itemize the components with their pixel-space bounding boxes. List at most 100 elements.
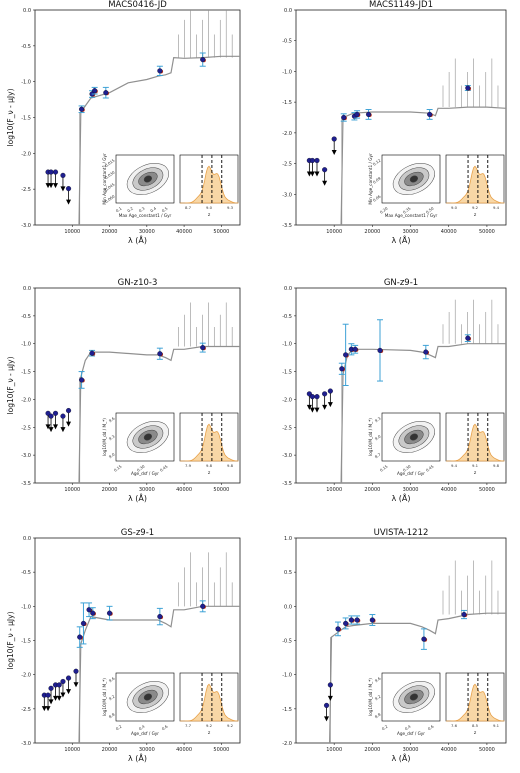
upper-limit-point xyxy=(73,668,79,674)
upper-limit-arrow xyxy=(45,424,51,430)
histogram-x-tick-label: 9.4 xyxy=(451,463,458,468)
contour-y-label: log10(M_dd / M_*) xyxy=(102,678,107,716)
contour-y-tick-label: 9.3 xyxy=(108,433,116,441)
upper-limit-arrow xyxy=(309,407,315,413)
upper-limit-point xyxy=(314,157,320,164)
redshift-histogram-inset: 7.6 8.5 9.1 z xyxy=(445,672,505,736)
y-tick-label: -3.0 xyxy=(21,223,31,229)
y-axis-label: log10(F_ν - μJy) xyxy=(6,611,15,669)
contour-y-tick-label: 8.7 xyxy=(374,451,382,459)
contour-x-tick-label: 0.3 xyxy=(138,205,146,213)
detection-point xyxy=(89,350,95,356)
detection-point xyxy=(77,634,83,640)
detection-point xyxy=(427,111,433,117)
contour-y-tick-label: 0.09 xyxy=(372,175,382,184)
redshift-posterior xyxy=(180,683,239,722)
redshift-posterior xyxy=(180,423,239,462)
contour-level xyxy=(409,433,418,441)
y-tick-label: -1.5 xyxy=(21,370,31,376)
contour-x-tick-label: 0.2 xyxy=(126,205,134,213)
upper-limit-point xyxy=(327,682,333,688)
contour-x-tick-label: 0.5 xyxy=(161,205,169,213)
y-tick-label: 0.5 xyxy=(284,570,292,576)
detection-point xyxy=(106,610,113,616)
contour-y-tick-label: 8.8 xyxy=(374,711,382,719)
histogram-x-tick-label: 7.7 xyxy=(185,723,192,728)
x-tick-label: 50000 xyxy=(479,747,495,753)
redshift-histogram-inset: 8.7 9.0 9.3 z xyxy=(179,154,239,218)
upper-limit-arrow xyxy=(327,402,333,408)
model-spectrum xyxy=(78,345,240,484)
x-tick-label: 40000 xyxy=(176,229,192,235)
x-axis-label: λ (Å) xyxy=(128,752,147,763)
contour-y-label: log10(M_dd / M_*) xyxy=(368,418,373,456)
histogram-x-tick-label: 7.9 xyxy=(185,463,192,468)
upper-limit-arrow xyxy=(48,427,54,433)
detection-point xyxy=(369,617,375,623)
contour-x-label: Age_dsf / Gyr xyxy=(397,471,425,476)
upper-limit-point xyxy=(48,685,54,691)
contour-level xyxy=(409,175,418,183)
y-tick-label: -0.5 xyxy=(21,44,31,50)
detection-point xyxy=(423,349,429,355)
histogram-x-tick-label: 8.7 xyxy=(185,205,192,210)
upper-limit-arrow xyxy=(306,404,312,410)
histogram-x-tick-label: 9.4 xyxy=(493,205,500,210)
y-tick-label: -0.5 xyxy=(21,314,31,320)
y-tick-label: -1.5 xyxy=(282,100,292,106)
upper-limit-arrow xyxy=(66,421,72,427)
x-axis-label: λ (Å) xyxy=(392,752,411,763)
x-axis-label: λ (Å) xyxy=(392,492,411,503)
detection-point xyxy=(335,626,341,632)
y-tick-label: -2.5 xyxy=(282,162,292,168)
x-tick-label: 30000 xyxy=(403,229,419,235)
y-tick-label: -1.0 xyxy=(21,80,31,86)
plot-frame xyxy=(34,287,241,484)
upper-limit-point xyxy=(48,169,54,175)
y-tick-label: -2.0 xyxy=(21,397,31,403)
panel-6: UVISTA-1212 -2.0 -1.5 -1.0 -0.5 0.0 0.5 1.0 1000… xyxy=(282,528,507,763)
upper-limit-arrow xyxy=(56,695,62,701)
histogram-x-label: z xyxy=(474,213,477,218)
panel-5: GS-z9-1 -3.0 -2.5 -2.0 -1.5 -1.0 -0.5 0.0 10000 2… xyxy=(6,528,241,763)
histogram-x-label: z xyxy=(208,731,211,736)
contour-y-tick-label: 8.8 xyxy=(108,711,116,719)
upper-limit-arrow xyxy=(66,689,72,695)
upper-limit-point xyxy=(65,408,72,414)
histogram-x-tick-label: 9.0 xyxy=(451,205,458,210)
x-axis-label: λ (Å) xyxy=(128,492,147,503)
y-tick-label: -3.0 xyxy=(21,741,31,747)
y-tick-label: -2.5 xyxy=(21,187,31,193)
detection-point xyxy=(200,603,206,609)
x-tick-label: 50000 xyxy=(213,747,229,753)
contour-y-label: Min Age_constant1 / Gyr xyxy=(102,153,107,205)
x-tick-label: 30000 xyxy=(403,487,419,493)
upper-limit-arrow xyxy=(314,171,320,177)
contour-x-tick-label: 0.6 xyxy=(161,723,169,731)
contour-y-tick-label: 9.2 xyxy=(108,693,116,701)
y-tick-label: 0.0 xyxy=(23,8,31,14)
upper-limit-arrow xyxy=(41,706,47,712)
upper-limit-arrow xyxy=(60,427,66,433)
detection-point xyxy=(90,610,96,616)
contour-y-tick-label: 9.0 xyxy=(374,433,382,441)
upper-limit-arrow xyxy=(53,695,58,701)
detection-point xyxy=(341,114,347,121)
detection-point xyxy=(465,85,471,91)
histogram-x-tick-label: 9.2 xyxy=(472,205,479,210)
detection-point xyxy=(80,620,87,626)
x-tick-label: 10000 xyxy=(64,487,80,493)
contour-y-tick-label: 9.6 xyxy=(108,675,116,683)
upper-limit-point xyxy=(60,413,66,419)
redshift-histogram-inset: 7.7 9.2 9.2 z xyxy=(179,672,239,736)
x-tick-label: 30000 xyxy=(139,487,155,493)
panel-title: GN-z10-3 xyxy=(118,278,158,288)
detection-point xyxy=(86,607,92,613)
detection-point xyxy=(421,636,427,642)
detection-point xyxy=(461,611,467,618)
detection-point xyxy=(200,57,206,63)
x-tick-label: 40000 xyxy=(176,487,192,493)
y-tick-label: -2.5 xyxy=(21,707,31,713)
